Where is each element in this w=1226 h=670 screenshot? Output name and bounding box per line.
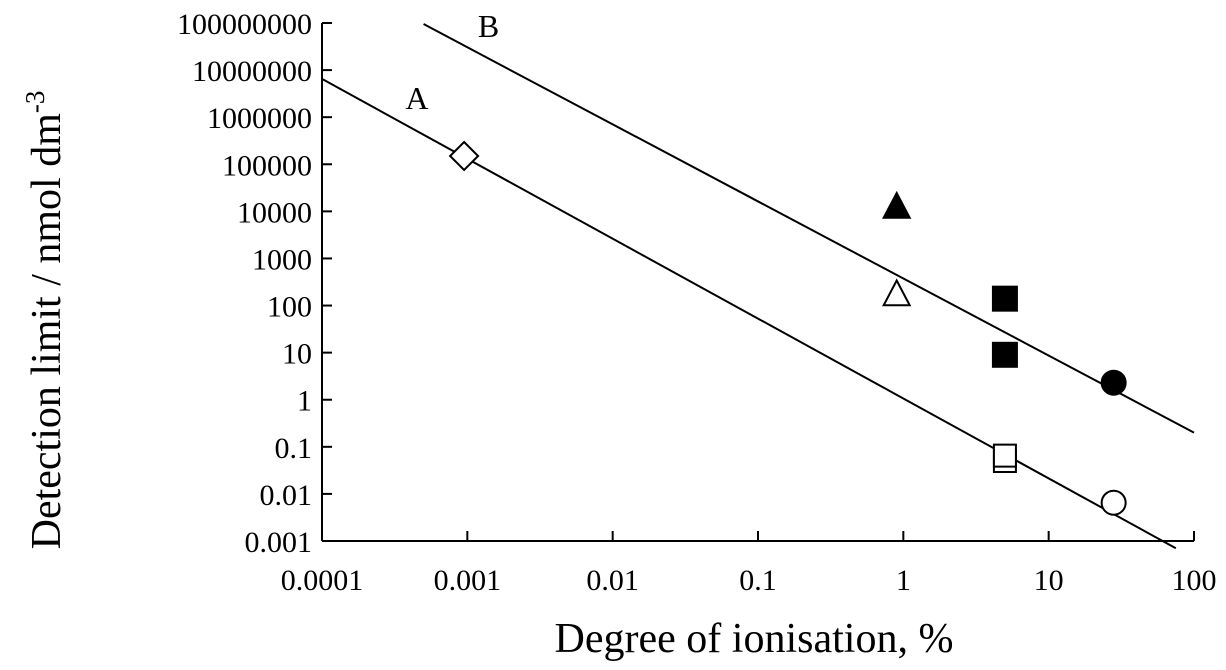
y-tick-label: 100	[267, 291, 312, 324]
x-tick-label: 0.001	[434, 564, 502, 597]
y-tick-label: 10000	[237, 196, 312, 229]
x-tick-label: 10	[1034, 564, 1064, 597]
line-labels: AB	[405, 8, 499, 116]
y-tick-label: 0.001	[245, 526, 313, 559]
y-axis-title: Detection limit / nmol dm-3	[20, 91, 70, 550]
y-tick-label: 1000000	[207, 102, 312, 135]
y-tick-label: 100000000	[177, 8, 312, 41]
open-circle-marker	[1100, 489, 1127, 516]
y-axis-title-superscript: -3	[20, 91, 50, 114]
y-tick-label: 10000000	[192, 55, 312, 88]
y-axis-ticks: 0.001 0.01 0.1 1 10 100 1000 10000 100000 1000000…	[177, 8, 332, 559]
fit-lines	[321, 23, 1195, 550]
filled-circle-marker	[1100, 369, 1127, 396]
y-tick-label: 10	[282, 338, 312, 371]
open-diamond-marker	[448, 140, 480, 172]
fit-line-a	[321, 78, 1177, 550]
x-axis-ticks: 0.0001 0.001 0.01 0.1 1 10 100	[281, 531, 1217, 597]
filled-square-marker	[991, 285, 1018, 312]
y-tick-label: 1000	[252, 243, 312, 276]
fit-line-b	[423, 23, 1195, 434]
y-tick-label: 0.1	[275, 432, 313, 465]
filled-triangle-marker	[882, 190, 912, 219]
axes	[321, 23, 1194, 542]
open-triangle-marker	[882, 278, 912, 307]
x-tick-label: 0.0001	[281, 564, 364, 597]
y-axis-title-text: Detection limit / nmol dm	[24, 113, 70, 550]
open-square-marker	[992, 443, 1017, 468]
x-tick-label: 1	[896, 564, 911, 597]
filled-square-marker	[991, 341, 1018, 368]
line-label-a: A	[405, 80, 428, 116]
x-tick-label: 0.01	[586, 564, 639, 597]
data-points	[448, 140, 1127, 516]
x-axis-title: Degree of ionisation, %	[555, 616, 954, 662]
y-tick-label: 100000	[222, 149, 312, 182]
line-label-b: B	[478, 8, 499, 44]
y-tick-label: 1	[297, 385, 312, 418]
y-tick-label: 0.01	[260, 479, 313, 512]
x-tick-label: 0.1	[739, 564, 777, 597]
x-tick-label: 100	[1172, 564, 1217, 597]
